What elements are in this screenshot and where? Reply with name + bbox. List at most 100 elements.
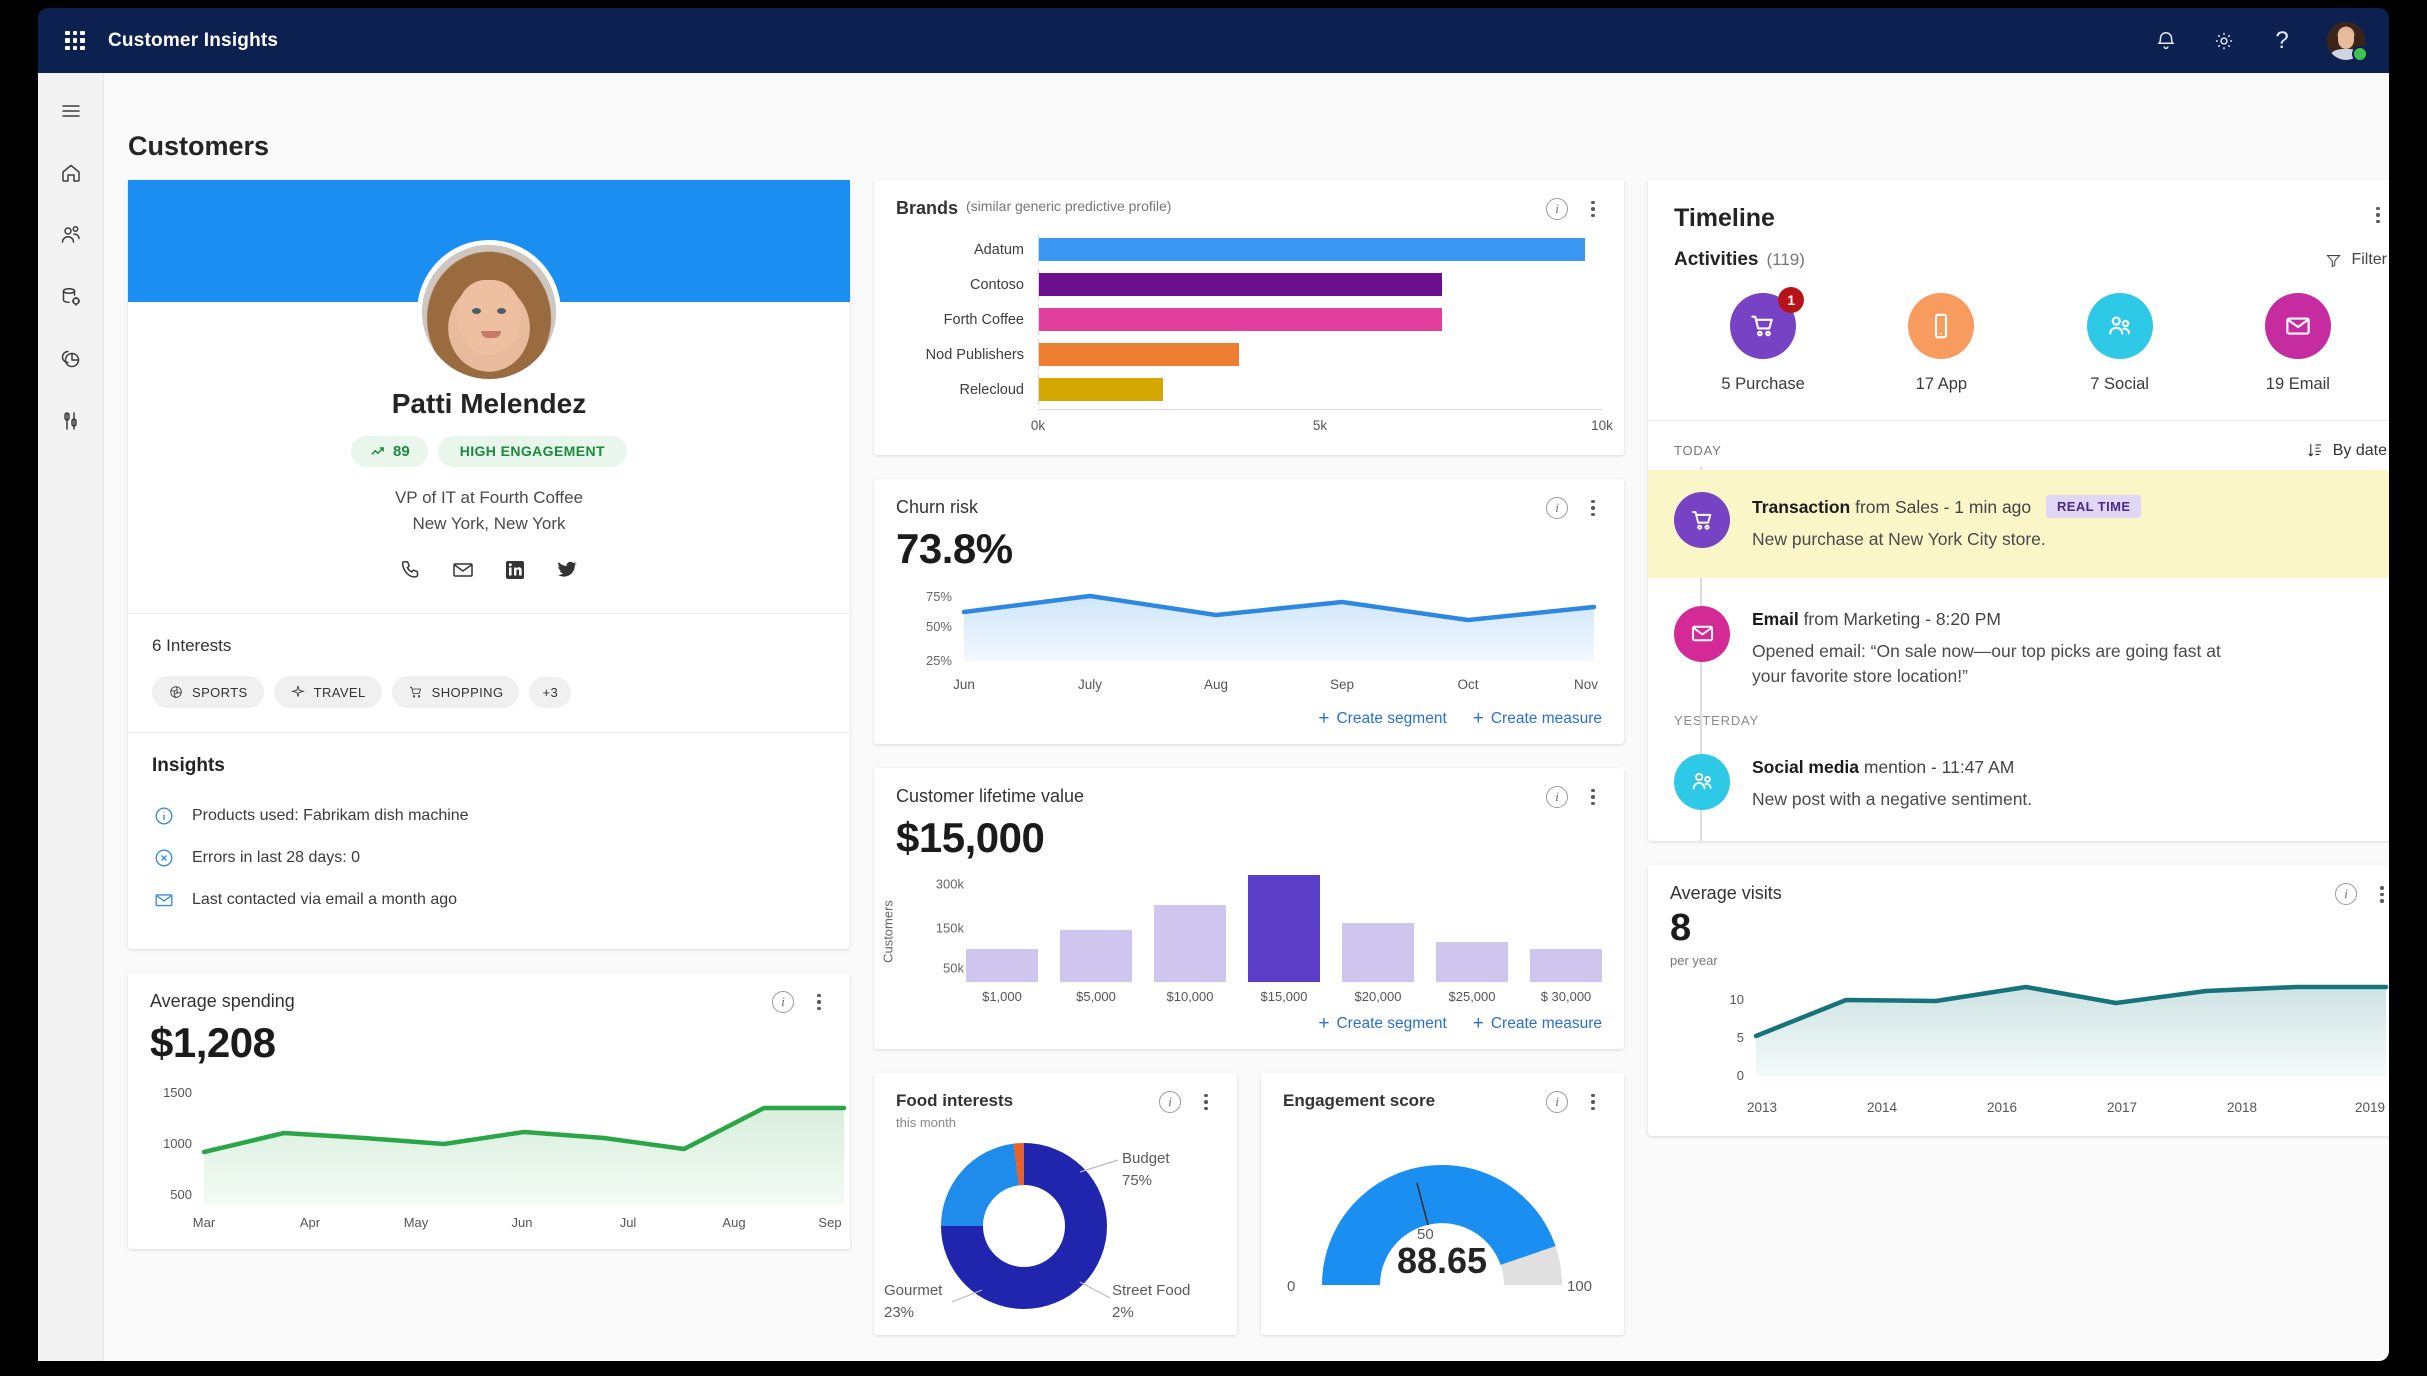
- more-options-icon[interactable]: [1197, 1091, 1215, 1113]
- purchase-circle: 1: [1730, 287, 1805, 359]
- sidebar-item-measures[interactable]: [49, 399, 93, 443]
- churn-area-svg: 75% 50% 25%: [926, 589, 1597, 668]
- entry-title-rest: from Sales - 1 min ago: [1850, 497, 2032, 517]
- email-icon[interactable]: [451, 558, 475, 587]
- svg-text:75%: 75%: [926, 589, 952, 604]
- link-label: Create segment: [1336, 709, 1447, 727]
- purchase-badge: 1: [1778, 287, 1805, 313]
- timeline-entry-transaction[interactable]: Transaction from Sales - 1 min ago REAL …: [1648, 470, 2389, 578]
- more-options-icon[interactable]: [1584, 1091, 1602, 1113]
- sort-button[interactable]: By date: [2306, 441, 2387, 460]
- info-icon[interactable]: i: [1546, 1091, 1568, 1113]
- activity-summary: 1 5 Purchase 17 App: [1648, 271, 2389, 420]
- timeline-entry-social[interactable]: Social media mention - 11:47 AM New post…: [1674, 728, 2387, 818]
- interest-chips: SPORTS TRAVEL SHOPPING +3: [152, 676, 826, 708]
- interest-chip-shopping[interactable]: SHOPPING: [391, 676, 520, 708]
- activity-summary-purchase[interactable]: 1 5 Purchase: [1674, 287, 1852, 394]
- svg-text:0: 0: [1737, 1068, 1744, 1083]
- activity-label: 7 Social: [2090, 375, 2149, 393]
- more-options-icon[interactable]: [2373, 883, 2389, 905]
- activity-summary-email[interactable]: 19 Email: [2209, 293, 2387, 394]
- trend-up-icon: [371, 447, 384, 455]
- interest-chip-travel[interactable]: TRAVEL: [273, 676, 382, 708]
- mail-icon: [1691, 626, 1713, 642]
- entry-title-rest: mention - 11:47 AM: [1859, 756, 2015, 777]
- job-title: VP of IT at Fourth Coffee: [394, 488, 584, 507]
- timeline-day-label-yesterday: YESTERDAY: [1674, 712, 1759, 728]
- sidebar-item-home[interactable]: [49, 151, 93, 195]
- divider: [1648, 420, 2389, 421]
- user-avatar[interactable]: [2327, 21, 2368, 62]
- info-icon[interactable]: i: [772, 991, 794, 1013]
- app-launcher-icon[interactable]: [62, 28, 88, 54]
- more-options-icon[interactable]: [810, 991, 828, 1013]
- svg-text:100: 100: [1567, 1278, 1592, 1295]
- card-header: Churn risk i: [874, 479, 1624, 519]
- info-icon[interactable]: i: [1546, 198, 1568, 220]
- x-tick: Sep: [1329, 677, 1355, 692]
- profile-body: Patti Melendez 89 HIGH ENGAGEMENT VP of …: [128, 302, 850, 587]
- average-spending-card: Average spending i $1,208 1500 1000: [128, 973, 850, 1249]
- divider: [128, 732, 850, 733]
- churn-risk-chart: 75% 50% 25%: [874, 573, 1624, 699]
- svg-text:50: 50: [1417, 1226, 1434, 1243]
- info-icon[interactable]: i: [1546, 786, 1568, 808]
- sidebar-item-segments[interactable]: [49, 337, 93, 381]
- entry-text: Email from Marketing - 8:20 PM Opened em…: [1752, 606, 2222, 689]
- profile-badges: 89 HIGH ENGAGEMENT: [152, 436, 826, 467]
- plus-icon: +: [1318, 1013, 1330, 1034]
- more-options-icon[interactable]: [1584, 198, 1602, 220]
- linkedin-icon[interactable]: [503, 558, 527, 587]
- donut-label-street-food: Street Food 2%: [1112, 1282, 1191, 1321]
- insight-text: Products used: Fabrikam dish machine: [192, 807, 469, 824]
- insight-row: Products used: Fabrikam dish machine: [152, 795, 826, 837]
- clv-bar: [1060, 930, 1132, 982]
- metrics-column: Brands (similar generic predictive profi…: [874, 180, 1624, 1335]
- sidebar-item-customers[interactable]: [49, 213, 93, 257]
- phone-mobile-icon: [1935, 313, 1948, 339]
- x-tick: 10k: [1591, 418, 1613, 433]
- insights-title: Insights: [152, 755, 225, 776]
- create-segment-link[interactable]: + Create segment: [1318, 1014, 1446, 1033]
- notification-bell-icon[interactable]: [2153, 28, 2179, 54]
- sidebar-item-data[interactable]: [49, 275, 93, 319]
- chip-label: TRAVEL: [313, 684, 366, 700]
- create-measure-link[interactable]: + Create measure: [1473, 1014, 1602, 1033]
- more-options-icon[interactable]: [1584, 497, 1602, 519]
- card-title: Customer lifetime value: [896, 786, 1085, 806]
- filter-button[interactable]: Filter: [2325, 251, 2387, 269]
- help-question-icon[interactable]: ?: [2269, 27, 2295, 54]
- card-header: Customer lifetime value i: [874, 768, 1624, 808]
- filter-label: Filter: [2351, 251, 2387, 268]
- create-segment-link[interactable]: + Create segment: [1318, 709, 1446, 728]
- email-circle: [2264, 293, 2331, 359]
- app-title: Customer Insights: [108, 29, 279, 51]
- activity-summary-app[interactable]: 17 App: [1852, 293, 2030, 394]
- activity-summary-social[interactable]: 7 Social: [2031, 293, 2209, 394]
- timeline-entry-email[interactable]: Email from Marketing - 8:20 PM Opened em…: [1674, 578, 2387, 695]
- divider: [128, 613, 850, 614]
- card-header: Food interests i: [874, 1073, 1237, 1113]
- x-tick: $15,000: [1260, 989, 1308, 1004]
- more-options-icon[interactable]: [2369, 204, 2387, 226]
- card-title: Brands: [896, 198, 959, 218]
- settings-gear-icon[interactable]: [2211, 28, 2237, 54]
- more-options-icon[interactable]: [1584, 786, 1602, 808]
- twitter-icon[interactable]: [555, 558, 579, 587]
- app-circle: [1908, 293, 1975, 359]
- sort-icon: [2308, 444, 2321, 457]
- create-measure-link[interactable]: + Create measure: [1473, 709, 1602, 728]
- entry-title-rest: from Marketing - 8:20 PM: [1798, 608, 2001, 629]
- customer-lifetime-value-card: Customer lifetime value i $15,000 Custom…: [874, 768, 1624, 1049]
- info-icon[interactable]: i: [1159, 1091, 1181, 1113]
- insight-text: Errors in last 28 days: 0: [192, 849, 361, 866]
- sports-ball-icon: [170, 686, 182, 698]
- phone-icon[interactable]: [399, 558, 423, 587]
- interest-chip-sports[interactable]: SPORTS: [152, 676, 264, 708]
- timeline-today-row: TODAY By date: [1674, 441, 2387, 460]
- info-icon[interactable]: i: [1546, 497, 1568, 519]
- activity-label: 5 Purchase: [1721, 375, 1805, 393]
- menu-hamburger-icon[interactable]: [49, 89, 93, 133]
- interest-chip-more[interactable]: +3: [529, 676, 572, 708]
- info-icon[interactable]: i: [2335, 883, 2357, 906]
